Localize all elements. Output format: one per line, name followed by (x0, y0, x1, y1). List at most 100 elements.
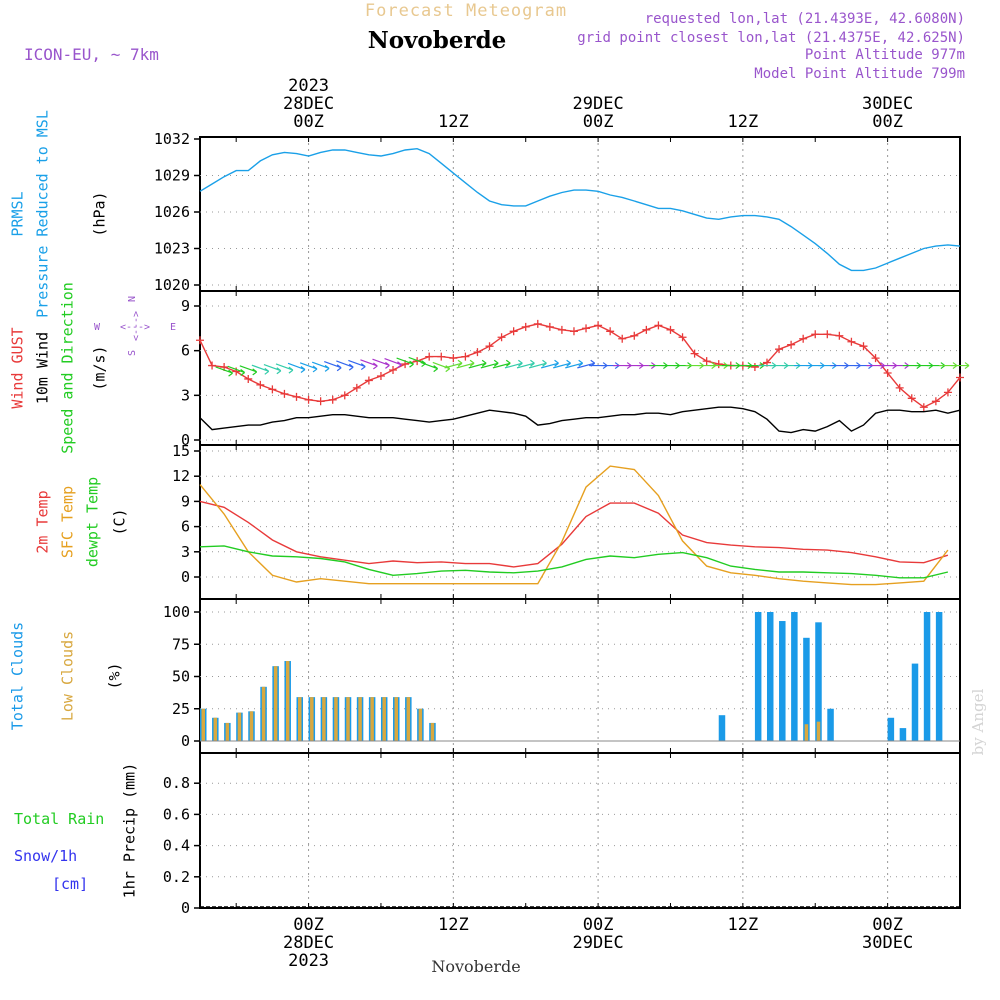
wind-arrow (336, 360, 354, 371)
clouds-ylabel: Low Clouds (59, 631, 77, 721)
clouds-ytick-label: 50 (172, 668, 190, 686)
low-cloud-bar (406, 697, 411, 741)
gust-marker (497, 333, 506, 342)
gust-marker (678, 333, 687, 342)
bottom-time-label: 29DEC (573, 933, 624, 953)
series-2m-temp (199, 500, 949, 568)
wind-arrow (215, 366, 233, 377)
low-cloud-bar (334, 697, 338, 741)
temperature-ytick-label: 6 (181, 518, 190, 536)
low-cloud-bar (298, 697, 302, 741)
temperature-ytick-label: 0 (181, 568, 190, 586)
top-time-label: 00Z (583, 112, 614, 132)
watermark: by Angel (969, 688, 987, 755)
wind-arrow (565, 359, 584, 369)
gust-marker (328, 395, 337, 404)
gust-marker (618, 334, 627, 343)
low-cloud-bar (261, 686, 266, 741)
bottom-time-label: 30DEC (862, 933, 913, 953)
gust-marker (847, 337, 856, 346)
precip-ytick-label: 0.2 (163, 868, 190, 886)
gust-marker (376, 371, 385, 380)
requested-coords: requested lon,lat (21.4393E, 42.6080N) (645, 11, 965, 27)
gust-marker (461, 352, 470, 361)
wind-ytick-label: 6 (181, 342, 190, 360)
gust-marker (244, 374, 253, 383)
wind-arrow (263, 363, 282, 375)
gust-marker (775, 345, 784, 354)
gust-marker (630, 331, 639, 340)
gust-marker (883, 369, 892, 377)
total-cloud-bar (911, 663, 919, 741)
gust-marker (437, 352, 446, 361)
precip-ylabel: 1hr Precip (mm) (121, 763, 139, 898)
pressure-ytick-label: 1026 (154, 203, 190, 221)
low-cloud-bar (273, 666, 278, 741)
panel-wind: 0 3 6 9 Wind GUST 10m Wind Speed and Direction… (9, 282, 970, 454)
total-cloud-bar (766, 612, 774, 741)
wind-arrow (275, 363, 294, 374)
gust-marker (208, 361, 217, 370)
gust-marker (907, 394, 916, 403)
wind-ytick-label: 3 (181, 386, 190, 404)
gust-marker (714, 360, 723, 369)
low-cloud-bar (237, 712, 242, 741)
pressure-ytick-label: 1023 (154, 240, 190, 258)
low-cloud-bar (358, 697, 362, 741)
wind-arrow (299, 362, 318, 373)
low-cloud-bar (394, 697, 399, 741)
gust-marker (533, 319, 542, 328)
gust-marker (859, 342, 868, 351)
wind-arrow (456, 359, 475, 369)
compass-w: W (94, 322, 101, 333)
bottom-time-label: 12Z (438, 915, 469, 935)
series-wind-gust (199, 323, 961, 409)
gust-marker (389, 366, 398, 375)
top-time-label: 2023 (288, 76, 329, 96)
low-cloud-bar (285, 661, 290, 741)
clouds-ylabel: (%) (106, 662, 124, 689)
gust-marker (268, 385, 277, 394)
gust-marker (750, 363, 759, 372)
pressure-ylabel: PRMSL (9, 191, 27, 236)
series-dewpt-temp (199, 545, 949, 579)
series-10m-wind (199, 406, 961, 434)
gust-marker (811, 330, 820, 339)
precip-ytick-label: 0.6 (163, 805, 190, 823)
wind-ytick-label: 9 (181, 297, 190, 315)
wind-arrow (951, 362, 970, 370)
compass-n: N (127, 296, 138, 302)
total-cloud-bar (899, 728, 907, 741)
point-altitude: Point Altitude 977m (805, 47, 965, 63)
gust-marker (509, 327, 518, 336)
wind-arrow (516, 359, 535, 369)
series-sfc-temp (199, 465, 949, 586)
low-cloud-bar (382, 697, 386, 741)
temperature-ylabel: dewpt Temp (84, 477, 102, 567)
total-cloud-bar (779, 621, 786, 741)
top-time-label: 30DEC (862, 94, 913, 114)
low-cloud-bar (249, 711, 254, 741)
total-cloud-bar (791, 612, 798, 741)
snow-label: Snow/1h (14, 847, 77, 865)
gust-marker (871, 354, 880, 363)
total-cloud-bar (827, 708, 834, 741)
precip-ytick-label: 0.8 (163, 774, 190, 792)
compass-ew-arrow: <---> (120, 322, 150, 333)
total-cloud-bar (815, 622, 822, 741)
precip-frame (199, 752, 961, 909)
bottom-time-label: 12Z (727, 915, 758, 935)
model-label: ICON-EU, ~ 7km (24, 45, 159, 64)
pressure-ytick-label: 1029 (154, 167, 190, 185)
gust-marker (654, 321, 663, 330)
clouds-ytick-label: 100 (163, 603, 190, 621)
total-cloud-bar (935, 612, 943, 741)
wind-arrow (239, 365, 258, 376)
gridpoint-coords: grid point closest lon,lat (21.4375E, 42… (577, 30, 965, 46)
bottom-time-label: 28DEC (283, 933, 334, 953)
low-cloud-bar (430, 722, 435, 741)
total-cloud-bar (887, 717, 895, 741)
low-cloud-bar (418, 708, 423, 741)
panel-temperature: 0 3 6 9 12 15 2m Temp SFC Temp dewpt Temp (C) (34, 442, 961, 600)
wind-arrow (251, 364, 270, 375)
